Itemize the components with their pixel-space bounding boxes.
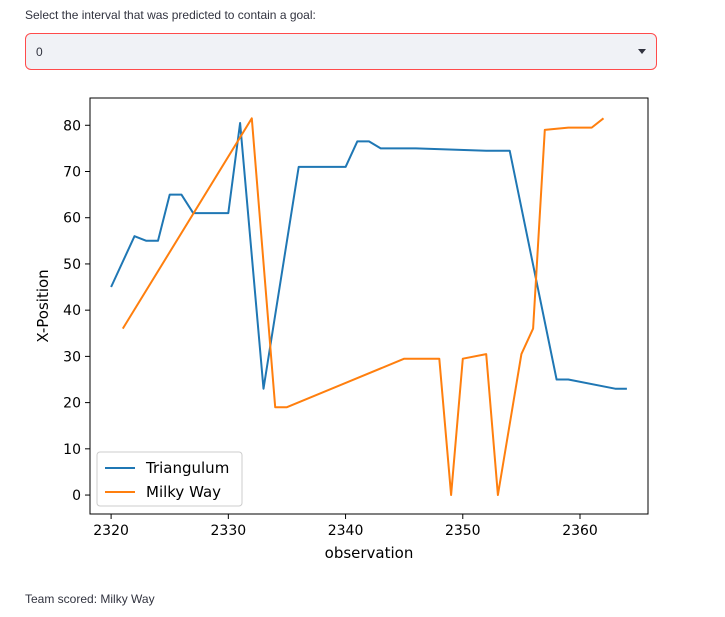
y-tick-label: 0 [72, 488, 81, 504]
chevron-down-icon [638, 49, 646, 54]
x-tick-label: 2350 [445, 523, 481, 539]
x-tick-label: 2340 [328, 523, 364, 539]
team-scored-text: Team scored: Milky Way [25, 592, 155, 606]
y-tick-label: 80 [63, 118, 81, 134]
x-tick-label: 2360 [562, 523, 598, 539]
y-tick-label: 30 [63, 349, 81, 365]
x-tick-label: 2320 [93, 523, 129, 539]
y-tick-label: 10 [63, 442, 81, 458]
line-chart: 2320 2330 2340 2350 2360 0 10 20 30 40 50 60 70 80 obs… [34, 97, 649, 562]
series-line-triangulum [110, 122, 627, 390]
interval-select-value: 0 [36, 45, 43, 59]
y-tick-label: 20 [63, 396, 81, 412]
legend-label: Milky Way [146, 483, 221, 501]
interval-select-label: Select the interval that was predicted t… [25, 8, 316, 22]
y-tick-label: 40 [63, 303, 81, 319]
interval-select[interactable]: 0 [25, 33, 657, 70]
y-tick-label: 70 [63, 164, 81, 180]
y-tick-label: 60 [63, 211, 81, 227]
legend-label: Triangulum [145, 459, 229, 477]
plot-frame [89, 97, 649, 515]
x-axis-label: observation [325, 544, 414, 562]
x-tick-label: 2330 [211, 523, 247, 539]
y-axis-label: X-Position [34, 269, 52, 342]
series-line-milky-way [121, 117, 605, 496]
y-tick-label: 50 [63, 257, 81, 273]
